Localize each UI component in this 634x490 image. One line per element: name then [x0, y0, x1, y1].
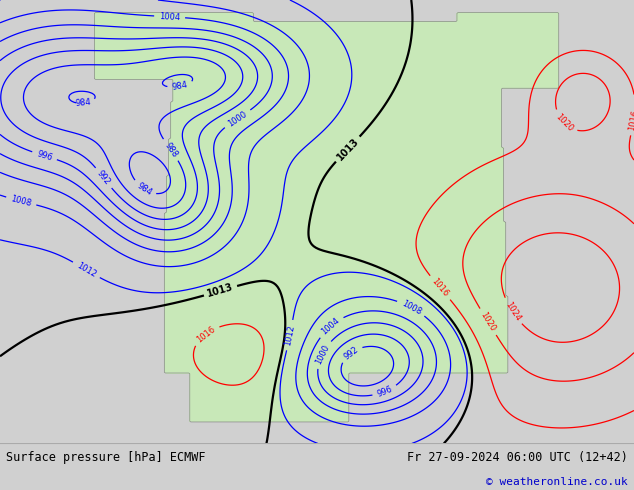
- Text: 1020: 1020: [553, 112, 574, 133]
- Text: 1013: 1013: [206, 282, 235, 299]
- Text: 1000: 1000: [314, 343, 331, 366]
- Text: 1016: 1016: [628, 109, 634, 131]
- Text: Surface pressure [hPa] ECMWF: Surface pressure [hPa] ECMWF: [6, 451, 206, 464]
- Text: 1020: 1020: [479, 311, 497, 333]
- Text: 988: 988: [163, 141, 179, 159]
- Text: 992: 992: [95, 169, 112, 187]
- Text: 1013: 1013: [335, 136, 361, 162]
- Text: 996: 996: [376, 384, 394, 399]
- Text: 1016: 1016: [430, 277, 450, 299]
- Text: 1024: 1024: [503, 300, 522, 323]
- Text: 984: 984: [74, 98, 91, 108]
- Text: 996: 996: [36, 149, 53, 163]
- Text: 1008: 1008: [400, 298, 423, 317]
- Text: 1008: 1008: [10, 194, 32, 208]
- Text: 1004: 1004: [159, 12, 180, 22]
- Text: 1004: 1004: [320, 316, 342, 337]
- Text: 1000: 1000: [226, 109, 249, 128]
- Text: 992: 992: [342, 344, 360, 361]
- Text: © weatheronline.co.uk: © weatheronline.co.uk: [486, 477, 628, 487]
- Text: 984: 984: [135, 181, 153, 197]
- Text: 1012: 1012: [75, 261, 98, 279]
- Text: 984: 984: [172, 81, 189, 93]
- Text: Fr 27-09-2024 06:00 UTC (12+42): Fr 27-09-2024 06:00 UTC (12+42): [407, 451, 628, 464]
- Text: 1012: 1012: [283, 324, 296, 346]
- Text: 1016: 1016: [195, 324, 217, 344]
